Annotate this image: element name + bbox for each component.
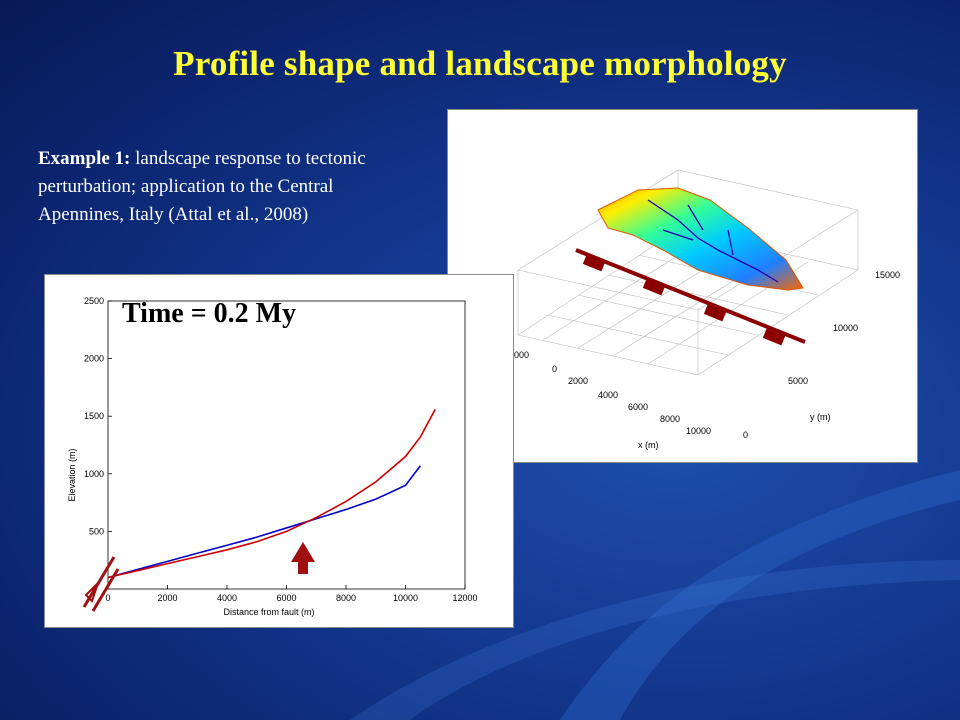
x-tick: -2000	[506, 350, 529, 360]
time-label: Time = 0.2 My	[122, 298, 297, 329]
river-profile-plot-panel: 0 2000 4000 6000 8000 10000 12000 500 1000 1500 20…	[44, 274, 514, 628]
x-tick-label: 6000	[276, 593, 296, 603]
terrain-3d-plot-panel: 2000 1000 0 -2000 0 2000 4000 6000 8000 …	[447, 109, 918, 463]
profile-series	[107, 408, 436, 579]
x-tick-label: 0	[105, 593, 110, 603]
x-tick: 8000	[660, 414, 680, 424]
profile-ylabel: Elevation (m)	[67, 448, 77, 501]
plot-frame	[107, 300, 466, 590]
river-profile-plot: 0 2000 4000 6000 8000 10000 12000 500 1000 1500 20…	[67, 296, 478, 617]
x-axis-label: x (m)	[638, 440, 659, 450]
x-tick: 0	[552, 364, 557, 374]
y-tick: 0	[743, 430, 748, 440]
x-tick-label: 12000	[452, 593, 477, 603]
example-text: landscape response to tectonic perturbat…	[38, 148, 366, 225]
y-axis-ticks: 15000 10000 5000 0 y (m)	[743, 270, 900, 440]
x-tick: 10000	[686, 426, 711, 436]
slide-title: Profile shape and landscape morphology	[173, 44, 787, 83]
x-tick: 6000	[628, 402, 648, 412]
uplift-arrow	[291, 542, 315, 574]
fault-trace	[575, 248, 806, 346]
x-tick-label: 10000	[393, 593, 418, 603]
y-tick: 5000	[788, 376, 808, 386]
profile-series-line	[107, 408, 436, 579]
y-tick-label: 1000	[84, 469, 104, 479]
x-tick-label: 2000	[157, 593, 177, 603]
y-tick: 10000	[833, 323, 858, 333]
x-tick: 4000	[598, 390, 618, 400]
river-network	[647, 199, 779, 283]
y-tick-label: 1500	[84, 411, 104, 421]
y-tick-label: 2500	[84, 296, 104, 306]
x-axis-ticks: -2000 0 2000 4000 6000 8000 10000 x (m)	[506, 350, 711, 450]
profile-series-line	[107, 465, 422, 579]
fault-symbol	[82, 556, 120, 612]
y-axis-label: y (m)	[810, 412, 831, 422]
terrain-3d-plot: 2000 1000 0 -2000 0 2000 4000 6000 8000 …	[480, 169, 900, 450]
profile-axes: 0 2000 4000 6000 8000 10000 12000 500 1000 1500 20…	[84, 296, 478, 603]
x-tick-label: 4000	[217, 593, 237, 603]
y-tick: 15000	[875, 270, 900, 280]
example-heading: Example 1:	[38, 148, 131, 169]
x-tick: 2000	[568, 376, 588, 386]
example-description: Example 1: landscape response to tectoni…	[38, 145, 408, 229]
profile-xlabel: Distance from fault (m)	[223, 607, 314, 617]
y-tick-label: 2000	[84, 354, 104, 364]
x-tick-label: 8000	[336, 593, 356, 603]
y-tick-label: 500	[89, 526, 104, 536]
